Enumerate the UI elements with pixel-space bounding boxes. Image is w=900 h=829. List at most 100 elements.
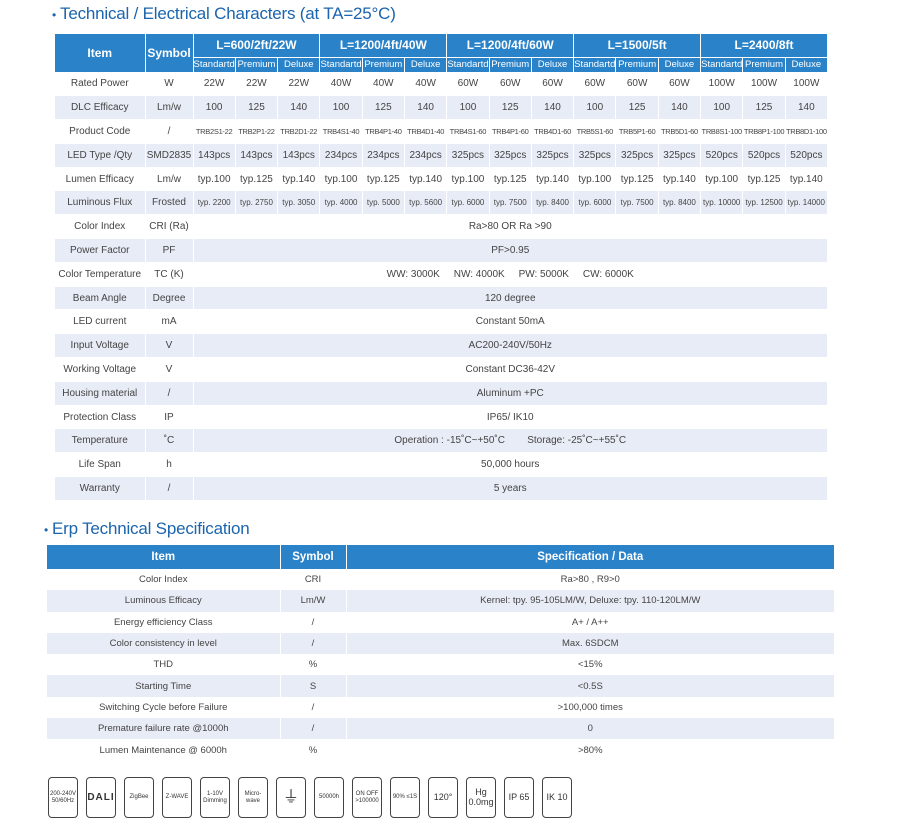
row-value: typ. 10000 [700,190,744,216]
row-value: AC200-240V/50Hz [193,333,828,359]
row-value: 325pcs [446,143,490,168]
row-value: 125 [235,95,279,121]
header-variant: Deluxe [785,56,829,72]
row-label: Product Code [55,119,146,144]
row-value: 100 [319,95,363,121]
row-value: typ.125 [615,167,659,192]
row-value: 22W [193,72,236,97]
row-value: typ. 6000 [446,190,490,216]
lifespan-clock-icon: 50000h [314,777,344,818]
row-value: typ.125 [489,167,532,192]
row-value: 140 [531,95,575,121]
row-value: typ.100 [700,167,744,192]
row-value: 125 [615,95,659,121]
row-symbol: Lm/w [145,95,194,121]
subheader-row: Standartd Premium Deluxe Standartd Premium De… [55,56,829,72]
section-title-erp: • Erp Technical Specification [44,519,250,538]
row-value: 40W [362,72,405,97]
row-value: typ. 2750 [235,190,279,216]
row-label: Housing material [55,381,146,406]
row-value: 325pcs [658,143,702,168]
row-value: typ. 8400 [531,190,575,216]
row-symbol: % [280,739,347,761]
row-value: TRB5S1-60 [573,119,617,144]
table-row: Lumen Efficacy Lm/w typ.100 typ.125 typ.140 t… [55,167,829,192]
row-value: TRB4D1-60 [531,119,575,144]
row-value: 325pcs [615,143,659,168]
row-label: DLC Efficacy [55,95,146,121]
ip-rating-icon: IP 65 [504,777,534,818]
row-label: Input Voltage [55,333,146,359]
row-value: 5 years [193,476,828,501]
dimming-icon: 1-10V Dimming [200,777,230,818]
header-group: L=1500/5ft [573,34,702,57]
row-value: 50,000 hours [193,452,828,478]
row-value: TRB4P1-40 [362,119,405,144]
row-value: typ. 8400 [658,190,702,216]
row-value: 22W [235,72,279,97]
row-value: typ.100 [573,167,617,192]
row-value: Constant DC36-42V [193,357,828,382]
table-row: Housing material / Aluminum +PC [55,381,828,406]
header-group: L=1200/4ft/60W [446,34,575,57]
row-value: 100W [785,72,829,97]
row-value: 60W [446,72,490,97]
row-value: typ.140 [404,167,448,192]
row-symbol: IP [145,405,194,430]
header-variant: Standartd [319,56,363,72]
icon-label: ⏚ [282,788,299,806]
row-symbol: CRI [280,569,347,591]
row-value: typ. 2200 [193,190,236,216]
row-label: Rated Power [55,72,146,97]
row-symbol: / [280,718,347,740]
row-value: 100 [700,95,744,121]
table-row: Color Index CRI (Ra) Ra>80 OR Ra >90 [55,214,828,240]
erp-table: Item Symbol Specification / Data Color I… [47,545,835,761]
icon-label: ZigBee [129,794,149,801]
row-value: typ.140 [658,167,702,192]
row-value: 60W [489,72,532,97]
row-value: TRB4D1-40 [404,119,448,144]
row-item: Lumen Maintenance @ 6000h [47,739,281,761]
row-value: Constant 50mA [193,309,828,335]
table-row: Luminous Efficacy Lm/W Kernel: tpy. 95-105… [47,590,835,612]
table-row: THD% <15% [47,654,835,676]
row-value: typ.140 [277,167,321,192]
header-variant: Standartd [446,56,490,72]
header-variant: Deluxe [277,56,321,72]
row-value: 60W [615,72,659,97]
row-value: Aluminum +PC [193,381,828,406]
table-row: Color Index CRI Ra>80 , R9>0 [47,569,835,591]
row-value: typ.100 [193,167,236,192]
icon-label: 50000h [318,794,340,801]
row-symbol: S [280,675,347,697]
table-row: Beam Angle Degree 120 degree [55,286,828,311]
icon-label: ON OFF >100000 [355,790,379,804]
row-label: Color Temperature [55,262,146,287]
dali-icon: DALI [86,777,116,818]
row-value: TRB8S1-100 [700,119,744,144]
row-value: TRB5P1-60 [615,119,659,144]
row-value: 22W [277,72,321,97]
row-item: THD [47,654,281,676]
row-value: <0.5S [346,675,835,697]
row-value: typ. 6000 [573,190,617,216]
header-variant: Deluxe [404,56,448,72]
row-label: Power Factor [55,238,146,263]
ac-wave-icon: 200-240V 50/60Hz [48,777,78,818]
microwave-sensor-icon: Micro-wave [238,777,268,818]
row-value: TRB4S1-40 [319,119,363,144]
header-variant: Deluxe [658,56,702,72]
row-value: typ.125 [362,167,405,192]
row-value: WW: 3000K NW: 4000K PW: 5000K CW: 6000K [193,262,828,287]
row-item: Luminous Efficacy [47,590,281,612]
row-symbol: / [280,632,347,655]
header-variant: Premium [235,56,279,72]
row-value: IP65/ IK10 [193,405,828,430]
header-variant: Premium [362,56,405,72]
row-label: Protection Class [55,405,146,430]
row-value: 0 [346,718,835,740]
row-value: typ. 7500 [489,190,532,216]
row-value: typ. 7500 [615,190,659,216]
row-value: typ. 14000 [785,190,829,216]
